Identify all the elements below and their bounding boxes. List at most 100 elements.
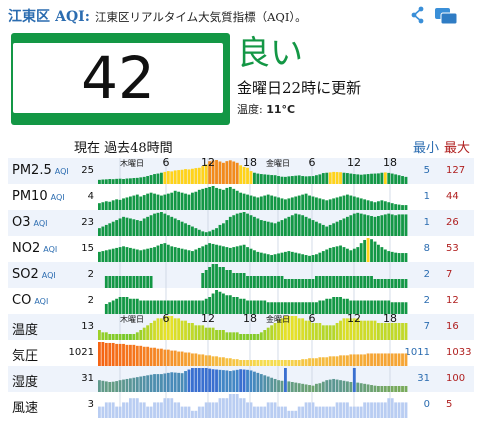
row-label: 風速 <box>12 397 38 416</box>
row-min-value: 1 <box>423 191 430 202</box>
history-bar <box>242 334 246 340</box>
history-bar <box>256 251 260 262</box>
history-bar <box>256 334 260 340</box>
history-bar <box>149 215 153 236</box>
history-bar <box>404 386 408 392</box>
history-bar <box>284 406 287 418</box>
history-bar <box>253 196 256 210</box>
history-bar <box>215 290 218 314</box>
history-bar <box>256 218 260 236</box>
history-bar <box>321 300 325 314</box>
history-bar <box>156 318 160 340</box>
history-bar <box>111 221 115 236</box>
history-bar <box>325 298 329 314</box>
history-bar <box>204 327 208 340</box>
history-bar <box>166 193 170 210</box>
row-min-value: 7 <box>423 321 430 332</box>
aqi-link[interactable]: AQI <box>55 9 85 25</box>
history-bar <box>404 323 408 340</box>
history-bar <box>125 344 129 366</box>
history-bar <box>301 254 305 262</box>
history-bar <box>328 298 332 314</box>
history-bar <box>366 353 370 366</box>
history-bar <box>370 276 373 288</box>
history-bar <box>270 276 274 288</box>
history-bar <box>201 368 205 392</box>
row-max-value: 53 <box>446 243 459 254</box>
history-bar <box>404 253 408 262</box>
history-bar <box>246 300 249 314</box>
history-bar <box>215 160 218 184</box>
history-bar <box>239 360 243 366</box>
history-bar <box>394 402 398 418</box>
history-bar <box>373 385 377 392</box>
history-bar <box>142 176 146 184</box>
history-bar <box>297 253 301 262</box>
history-bar <box>149 192 153 210</box>
history-bar <box>318 223 322 236</box>
history-bar <box>339 297 342 314</box>
history-bar <box>225 398 229 418</box>
history-bar <box>383 201 387 210</box>
history-bar <box>197 300 201 314</box>
history-bar <box>98 228 101 236</box>
history-bar <box>153 174 156 184</box>
history-chart <box>104 262 408 288</box>
history-bar <box>115 178 119 184</box>
history-bar <box>194 228 198 236</box>
history-bar <box>115 298 119 314</box>
time-axis-label: 12 <box>347 312 361 325</box>
history-bar <box>297 406 301 418</box>
history-bar <box>180 169 184 184</box>
history-bar <box>321 276 325 288</box>
history-bar <box>184 352 187 366</box>
chat-icon[interactable] <box>434 7 458 25</box>
history-bar <box>328 172 332 184</box>
history-bar <box>263 276 267 288</box>
row-label: 気圧 <box>12 345 38 364</box>
history-bar <box>370 353 373 366</box>
row-current-value: 31 <box>81 373 94 384</box>
history-bar <box>366 215 370 236</box>
history-bar <box>228 295 232 314</box>
history-bar <box>290 176 294 184</box>
history-bar <box>401 323 404 340</box>
history-bar <box>246 213 249 236</box>
history-bar <box>156 173 160 184</box>
history-bar <box>383 249 387 262</box>
history-bar <box>170 246 174 262</box>
history-bar <box>163 300 167 314</box>
history-bar <box>294 279 298 288</box>
history-bar <box>284 279 287 288</box>
history-bar <box>301 194 305 210</box>
history-bar <box>297 383 301 392</box>
history-bar <box>204 355 208 366</box>
history-bar <box>328 325 332 340</box>
history-bar <box>125 297 129 314</box>
history-bar <box>359 213 363 236</box>
row-min-value: 2 <box>423 295 430 306</box>
share-icon[interactable] <box>411 6 425 24</box>
city-link[interactable]: 江東区 <box>8 9 50 25</box>
history-bar <box>170 316 174 340</box>
history-bar <box>104 304 108 314</box>
history-bar <box>294 302 298 314</box>
history-bar <box>246 402 249 418</box>
history-bar <box>342 298 346 314</box>
history-bar <box>356 318 360 340</box>
history-bar <box>352 196 356 210</box>
history-bar <box>280 302 284 314</box>
history-bar <box>380 386 384 392</box>
history-bar <box>249 276 253 288</box>
history-bar <box>160 195 163 210</box>
history-bar <box>101 342 105 366</box>
history-bar <box>370 300 373 314</box>
history-bar <box>211 356 215 366</box>
history-bar <box>352 406 356 418</box>
history-bar <box>184 169 187 184</box>
history-bar <box>201 273 205 288</box>
history-bar <box>111 381 115 392</box>
history-bar <box>208 243 212 262</box>
history-bar <box>394 204 398 210</box>
history-bar <box>287 176 291 184</box>
